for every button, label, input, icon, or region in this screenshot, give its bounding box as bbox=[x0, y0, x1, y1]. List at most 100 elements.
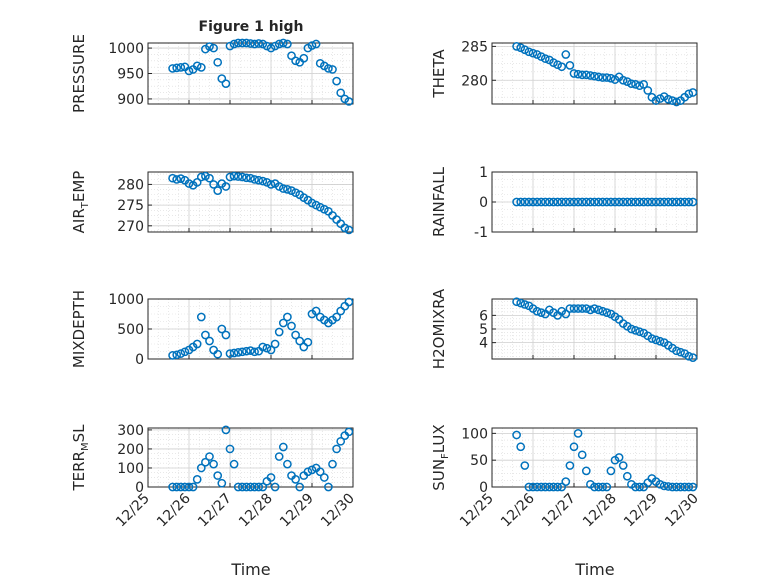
data-point bbox=[209, 459, 218, 469]
data-point bbox=[266, 43, 276, 53]
data-point bbox=[237, 347, 247, 357]
subplot-8: 0 50 100 12/25 12/26 12/27 12/28 12/29 12/30 SUNF… bbox=[430, 424, 702, 530]
data-point bbox=[237, 38, 247, 48]
axes-box bbox=[491, 427, 698, 488]
data-point bbox=[557, 482, 567, 492]
data-point bbox=[192, 475, 202, 484]
data-point bbox=[672, 346, 681, 356]
x-tick-label: 12/25 bbox=[457, 491, 497, 531]
y-tick-label: 1 bbox=[479, 165, 488, 181]
data-point bbox=[172, 350, 182, 360]
data-point bbox=[524, 197, 534, 207]
data-point bbox=[536, 308, 546, 317]
data-point bbox=[631, 326, 640, 335]
data-point bbox=[688, 197, 698, 207]
data-point bbox=[319, 204, 329, 214]
data-point bbox=[274, 327, 284, 337]
x-axis-label-left: Time bbox=[230, 560, 270, 579]
data-point bbox=[258, 342, 268, 352]
data-point bbox=[213, 57, 223, 67]
data-point bbox=[516, 197, 526, 207]
data-point bbox=[545, 197, 554, 207]
data-point bbox=[266, 473, 276, 482]
data-point bbox=[532, 306, 542, 316]
data-point bbox=[344, 297, 354, 307]
y-label-rest: LUX bbox=[430, 424, 448, 453]
data-point bbox=[233, 482, 243, 492]
data-point bbox=[643, 197, 653, 207]
data-point bbox=[622, 77, 632, 86]
data-point bbox=[315, 467, 325, 477]
data-point bbox=[680, 482, 690, 492]
data-point bbox=[332, 215, 341, 224]
data-point bbox=[569, 442, 579, 452]
x-tick-label: 12/30 bbox=[662, 491, 702, 531]
data-point bbox=[176, 174, 186, 183]
data-point bbox=[196, 63, 206, 72]
data-point bbox=[192, 339, 202, 349]
data-point bbox=[307, 198, 317, 208]
data-point bbox=[283, 312, 292, 322]
data-point bbox=[262, 177, 272, 187]
data-point bbox=[540, 54, 550, 63]
data-point bbox=[553, 60, 562, 70]
data-point bbox=[225, 172, 235, 182]
data-point bbox=[221, 182, 231, 191]
data-point bbox=[201, 457, 210, 467]
x-tick-label: 12/30 bbox=[318, 491, 358, 531]
y-tick-label: 280 bbox=[461, 73, 488, 89]
data-point bbox=[602, 308, 612, 317]
y-tick-label: 0 bbox=[135, 352, 144, 368]
data-point bbox=[598, 306, 608, 316]
data-point bbox=[213, 349, 223, 359]
data-point bbox=[176, 482, 186, 492]
data-point bbox=[287, 186, 296, 195]
data-point bbox=[274, 39, 284, 49]
x-tick-label: 12/26 bbox=[498, 490, 538, 530]
y-axis-label: H2OMIXRA bbox=[430, 288, 448, 369]
data-point bbox=[250, 347, 259, 357]
data-point bbox=[639, 79, 649, 89]
data-point bbox=[549, 197, 558, 207]
y-label-rest: EMP bbox=[70, 171, 88, 202]
data-point bbox=[639, 197, 649, 207]
y-axis-label: PRESSURE bbox=[70, 34, 88, 113]
data-point bbox=[684, 351, 694, 361]
data-point bbox=[520, 300, 530, 309]
data-point bbox=[614, 197, 624, 207]
data-point bbox=[688, 88, 698, 97]
data-point bbox=[520, 45, 530, 55]
data-point bbox=[573, 197, 583, 207]
x-axis-label-right: Time bbox=[574, 560, 614, 579]
subplot-1: 900 950 1000 PRESSURE bbox=[70, 34, 354, 113]
data-point bbox=[258, 482, 268, 492]
data-point bbox=[168, 64, 177, 73]
data-point bbox=[336, 88, 346, 98]
data-point bbox=[213, 186, 223, 195]
data-point bbox=[336, 219, 346, 229]
data-point bbox=[332, 312, 341, 322]
data-point bbox=[324, 64, 333, 73]
data-point bbox=[229, 459, 239, 469]
axes-box bbox=[147, 427, 354, 488]
y-tick-label: 1000 bbox=[108, 292, 144, 308]
data-point bbox=[233, 38, 243, 48]
data-point bbox=[303, 337, 313, 347]
data-point bbox=[520, 461, 530, 470]
data-point bbox=[295, 482, 305, 492]
data-point bbox=[557, 197, 567, 207]
y-tick-label: 950 bbox=[117, 67, 144, 83]
data-point bbox=[270, 482, 280, 492]
data-point bbox=[528, 48, 538, 58]
data-point bbox=[246, 173, 255, 183]
data-point bbox=[233, 348, 243, 357]
data-point bbox=[565, 61, 575, 70]
data-point bbox=[655, 336, 665, 346]
data-point bbox=[205, 173, 214, 183]
data-point bbox=[237, 482, 247, 492]
data-point bbox=[606, 466, 616, 476]
data-point bbox=[172, 175, 182, 184]
data-point bbox=[192, 61, 202, 71]
data-point bbox=[254, 175, 264, 185]
data-point bbox=[217, 74, 227, 83]
